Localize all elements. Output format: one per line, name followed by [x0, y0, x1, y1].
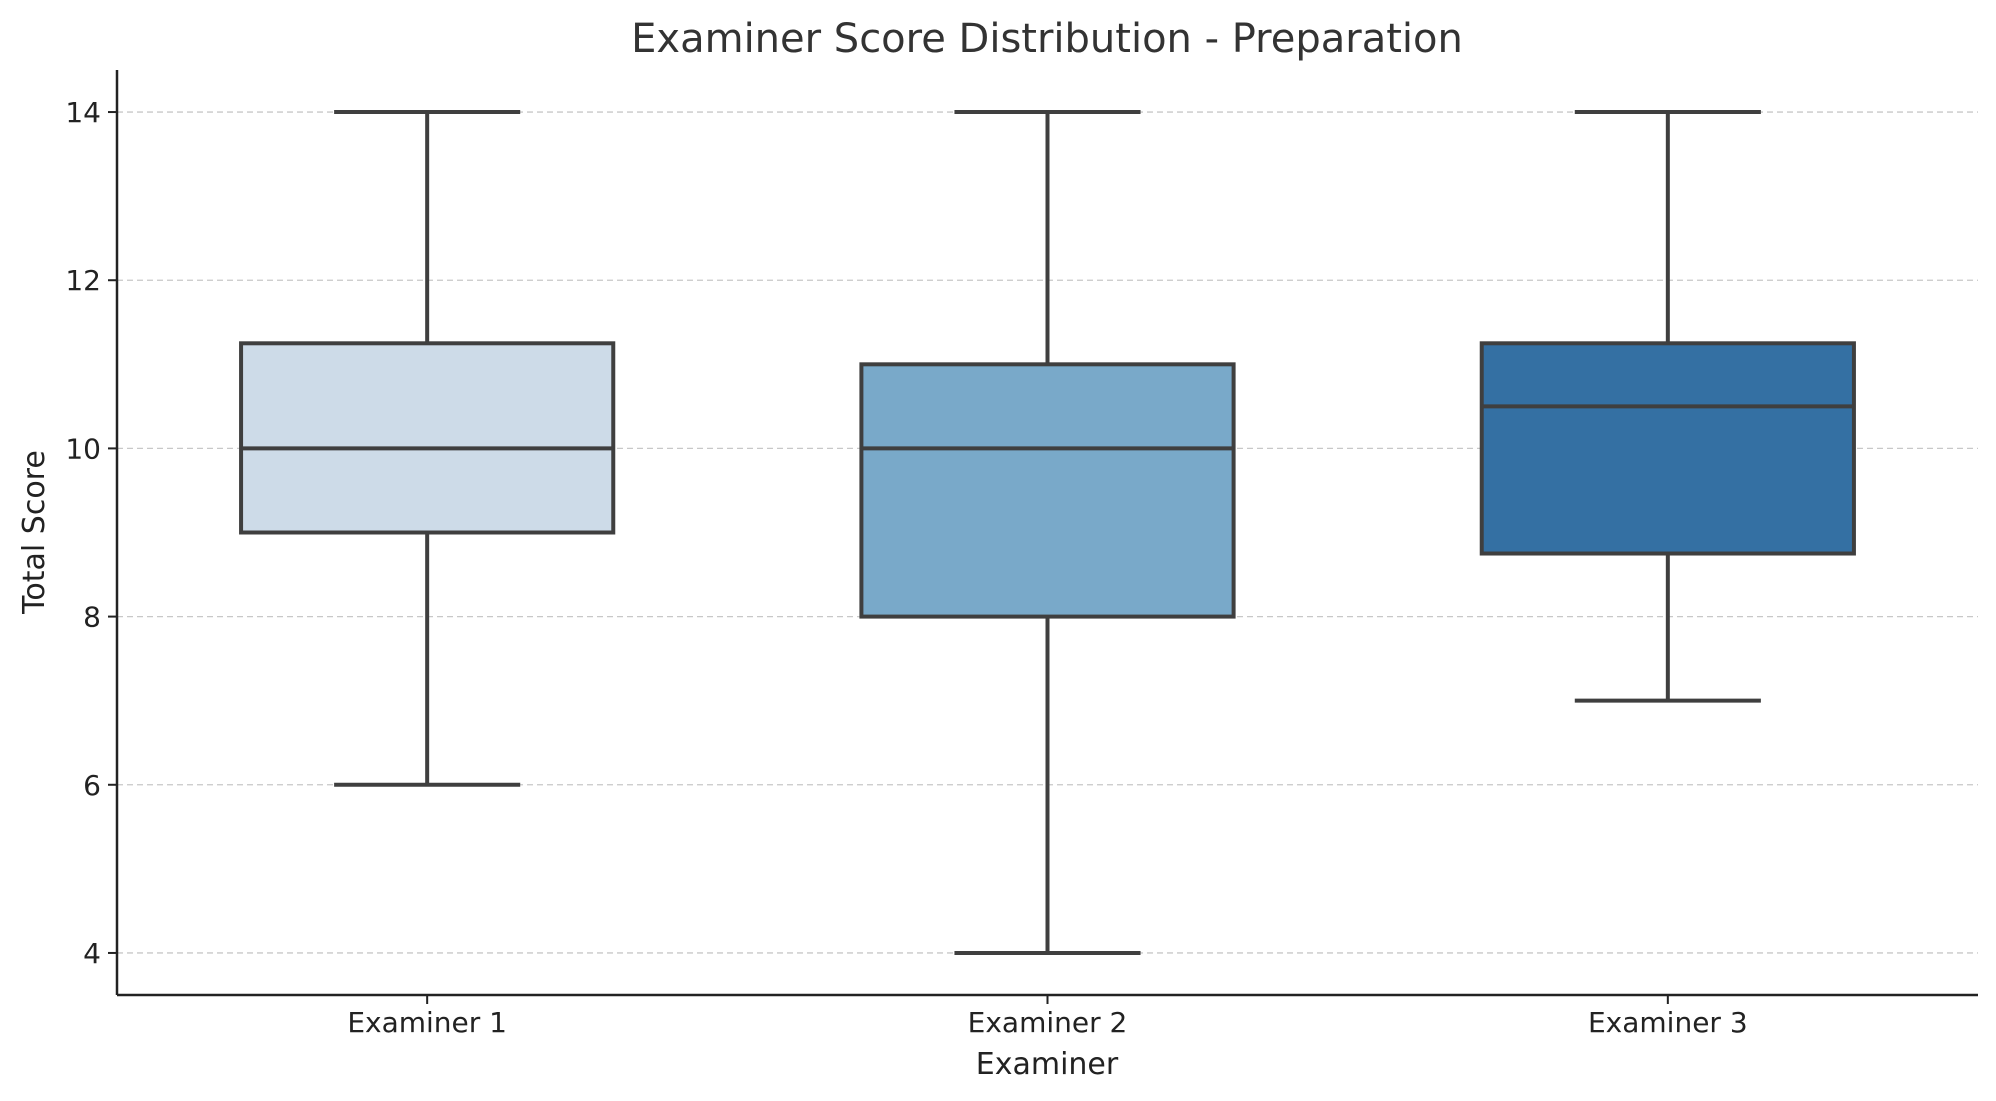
y-tick-label: 4	[83, 937, 101, 970]
iqr-box	[859, 362, 1236, 619]
iqr-box	[1479, 341, 1856, 556]
box-group	[1479, 110, 1856, 703]
x-tick-label: Examiner 3	[1588, 1006, 1748, 1039]
y-tick-label: 14	[65, 96, 101, 129]
y-tick-label: 10	[65, 432, 101, 465]
y-tick-label: 6	[83, 769, 101, 802]
box-group	[859, 110, 1236, 955]
box-group	[239, 110, 616, 787]
y-tick-label: 12	[65, 264, 101, 297]
y-tick-label: 8	[83, 601, 101, 634]
x-tick-label: Examiner 2	[968, 1006, 1128, 1039]
boxes-layer	[239, 110, 1856, 955]
iqr-box	[239, 341, 616, 535]
x-tick-label: Examiner 1	[347, 1006, 507, 1039]
ticks-layer: 4 6 8 10 12 14 Examiner 1 Examiner 2 Examiner 3	[65, 96, 1747, 1039]
y-axis-label: Total Score	[17, 450, 52, 615]
chart-title: Examiner Score Distribution - Preparatio…	[631, 16, 1463, 62]
x-axis-label: Examiner	[976, 1047, 1119, 1082]
